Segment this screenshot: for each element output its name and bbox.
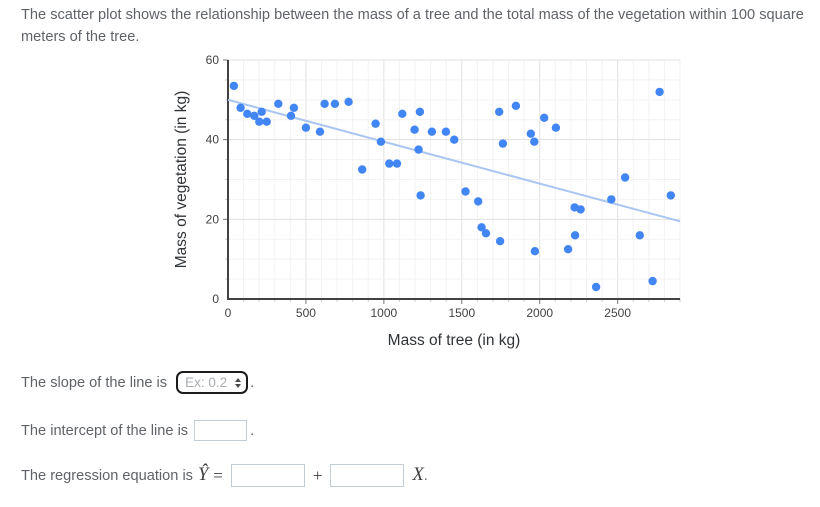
- scatter-point: [526, 129, 535, 138]
- scatter-point: [289, 103, 299, 112]
- x-symbol: X: [412, 465, 424, 485]
- y-tick-label: 60: [206, 53, 220, 67]
- step-down-icon[interactable]: [235, 383, 242, 388]
- scatter-point: [498, 139, 508, 148]
- scatter-point: [229, 81, 239, 91]
- x-tick-label: 1000: [371, 306, 398, 320]
- scatter-point: [511, 101, 521, 110]
- scatter-point: [530, 137, 539, 146]
- scatter-point: [563, 245, 573, 254]
- scatter-chart: 0 500 1000 1500 2000 2500 0 20 40 60 Mass of tree …: [165, 53, 700, 355]
- scatter-point: [344, 97, 353, 106]
- scatter-point: [495, 107, 504, 116]
- scatter-point: [262, 117, 271, 126]
- plus-symbol: +: [312, 465, 323, 485]
- slope-question-label: The slope of the line is: [21, 374, 172, 391]
- scatter-point: [655, 87, 664, 97]
- period-text: .: [250, 374, 255, 391]
- equals-symbol: =: [213, 465, 223, 485]
- scatter-point: [255, 117, 264, 126]
- scatter-point: [576, 205, 585, 214]
- x-tick-label: 0: [225, 306, 232, 320]
- scatter-point: [320, 99, 329, 108]
- scatter-point: [315, 127, 325, 136]
- scatter-point: [385, 159, 394, 168]
- scatter-point: [257, 107, 266, 116]
- scatter-plot-svg: 0 500 1000 1500 2000 2500 0 20 40 60 Mass of tree …: [173, 53, 681, 349]
- period-text: .: [250, 422, 255, 439]
- equation-question-label: The regression equation is: [21, 467, 193, 484]
- scatter-point: [540, 113, 549, 122]
- intercept-question-label: The intercept of the line is: [21, 422, 189, 439]
- scatter-point: [250, 111, 259, 120]
- scatter-point: [392, 159, 402, 168]
- scatter-point: [666, 191, 675, 200]
- scatter-point: [301, 123, 311, 132]
- scatter-point: [635, 231, 644, 240]
- scatter-point: [477, 223, 486, 232]
- scatter-point: [358, 165, 367, 174]
- period-text: .: [423, 467, 428, 484]
- intercept-question-row: The intercept of the line is .: [21, 420, 254, 441]
- scatter-point: [274, 99, 283, 108]
- intercept-input[interactable]: [194, 420, 248, 441]
- scatter-point: [286, 111, 296, 120]
- scatter-point: [551, 123, 561, 132]
- x-tick-label: 2500: [604, 306, 631, 320]
- x-tick-label: 2000: [526, 306, 553, 320]
- scatter-point: [415, 107, 425, 116]
- equation-slope-input[interactable]: [330, 464, 405, 487]
- trend-line: [227, 98, 681, 223]
- scatter-point: [416, 191, 425, 200]
- scatter-point: [620, 173, 630, 182]
- scatter-point: [427, 127, 437, 136]
- scatter-point: [495, 237, 505, 246]
- scatter-point: [607, 195, 616, 204]
- scatter-point: [243, 109, 252, 118]
- scatter-point: [474, 197, 483, 206]
- equation-intercept-input[interactable]: [230, 464, 305, 487]
- step-up-icon[interactable]: [235, 377, 242, 382]
- y-hat-symbol: Ŷ: [197, 465, 209, 485]
- y-tick-label: 0: [212, 292, 219, 306]
- x-tick-label: 1500: [448, 306, 475, 320]
- x-tick-label: 500: [296, 306, 316, 320]
- intro-text: The scatter plot shows the relationship …: [21, 7, 804, 45]
- slope-input[interactable]: Ex: 0.2: [176, 371, 249, 394]
- y-tick-label: 40: [206, 133, 220, 147]
- scatter-point: [414, 145, 423, 154]
- stepper-arrows-icon[interactable]: [235, 377, 242, 388]
- equation-question-row: The regression equation is Ŷ = + X .: [21, 464, 428, 487]
- scatter-point: [330, 99, 340, 108]
- scatter-point: [481, 229, 491, 238]
- scatter-point: [450, 135, 459, 144]
- y-tick-label: 20: [206, 212, 220, 226]
- y-axis-title: Mass of vegetation (in kg): [173, 91, 190, 268]
- scatter-point: [461, 187, 470, 196]
- scatter-point: [441, 127, 451, 136]
- scatter-point: [410, 125, 419, 134]
- slope-input-placeholder: Ex: 0.2: [185, 375, 228, 390]
- x-axis-title: Mass of tree (in kg): [388, 332, 521, 349]
- scatter-point: [591, 282, 601, 292]
- scatter-point: [570, 231, 580, 240]
- scatter-point: [530, 247, 540, 256]
- slope-question-row: The slope of the line is Ex: 0.2 .: [21, 371, 254, 394]
- scatter-point: [371, 119, 380, 128]
- scatter-point: [376, 137, 386, 146]
- scatter-point: [236, 103, 245, 112]
- scatter-point: [648, 276, 657, 286]
- scatter-point: [398, 109, 407, 118]
